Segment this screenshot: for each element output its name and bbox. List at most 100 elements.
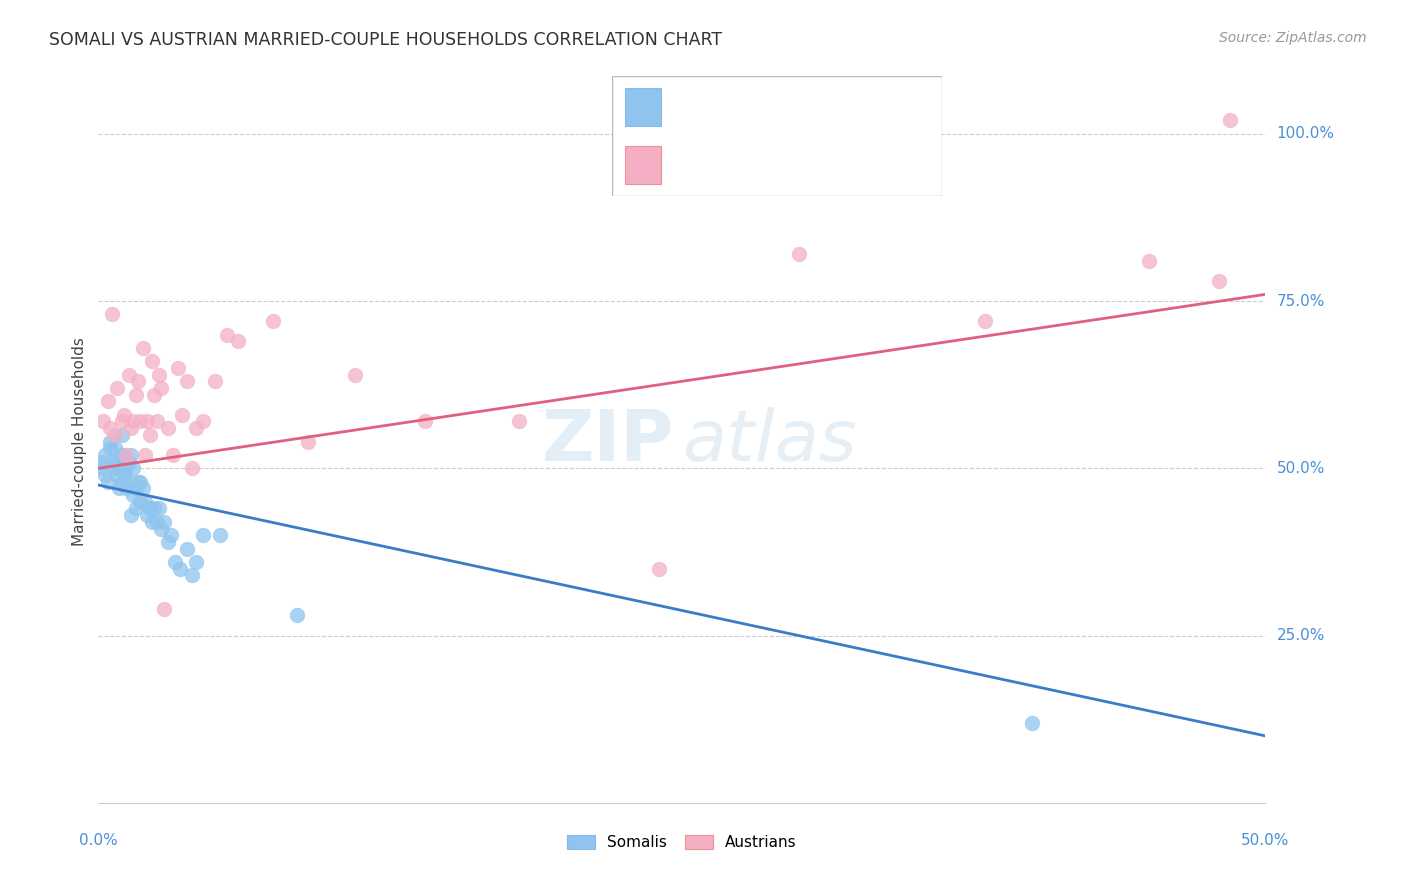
Point: [141, 515, 163, 529]
Point: [148, 368, 170, 382]
Text: 25.0%: 25.0%: [1277, 628, 1324, 643]
Point: [150, 521, 173, 535]
Point: [104, 442, 127, 455]
Point: [169, 562, 191, 576]
Point: [172, 408, 194, 422]
Point: [152, 602, 174, 616]
Point: [180, 568, 202, 582]
Text: N =: N =: [823, 100, 859, 115]
Point: [1208, 274, 1230, 288]
Text: atlas: atlas: [682, 407, 856, 476]
Point: [122, 461, 145, 475]
Point: [97, 475, 120, 489]
Point: [285, 608, 308, 623]
Point: [108, 482, 131, 496]
Point: [104, 461, 127, 475]
Point: [104, 427, 127, 442]
Legend: Somalis, Austrians: Somalis, Austrians: [561, 830, 803, 856]
Point: [974, 314, 997, 328]
Point: [132, 482, 155, 496]
Point: [120, 421, 142, 435]
Point: [122, 414, 145, 428]
Point: [132, 341, 155, 355]
Point: [176, 541, 198, 556]
Point: [98, 421, 121, 435]
Point: [101, 307, 124, 322]
Text: 75.0%: 75.0%: [1277, 293, 1324, 309]
Point: [647, 562, 669, 576]
Point: [228, 334, 250, 349]
Point: [146, 515, 169, 529]
Point: [159, 528, 181, 542]
Point: [166, 361, 188, 376]
Bar: [624, 145, 661, 185]
Point: [112, 467, 135, 482]
Point: [262, 314, 284, 328]
Point: [127, 375, 149, 389]
Point: [157, 421, 180, 435]
Point: [139, 501, 162, 516]
Point: [115, 461, 138, 475]
Point: [143, 501, 166, 516]
Text: ZIP: ZIP: [541, 407, 673, 476]
Point: [146, 414, 169, 428]
Point: [120, 448, 142, 462]
Text: SOMALI VS AUSTRIAN MARRIED-COUPLE HOUSEHOLDS CORRELATION CHART: SOMALI VS AUSTRIAN MARRIED-COUPLE HOUSEH…: [49, 31, 723, 49]
Point: [208, 528, 231, 542]
Point: [136, 508, 159, 523]
Text: 53: 53: [869, 100, 891, 115]
Text: R =: R =: [675, 157, 714, 172]
Point: [215, 327, 238, 342]
FancyBboxPatch shape: [612, 76, 942, 196]
Point: [134, 448, 156, 462]
Point: [162, 448, 184, 462]
Text: -0.585: -0.585: [714, 100, 772, 115]
Point: [90, 455, 112, 469]
Point: [297, 434, 319, 449]
Point: [150, 381, 173, 395]
Point: [111, 448, 134, 462]
Point: [118, 368, 141, 382]
Text: 50.0%: 50.0%: [1241, 833, 1289, 848]
Point: [105, 381, 128, 395]
Point: [413, 414, 436, 428]
Point: [204, 375, 226, 389]
Point: [508, 414, 530, 428]
Point: [91, 461, 114, 475]
Point: [105, 467, 128, 482]
Point: [91, 414, 114, 428]
Point: [136, 414, 159, 428]
Point: [98, 434, 121, 449]
Text: 0.323: 0.323: [714, 157, 765, 172]
Point: [180, 461, 202, 475]
Point: [176, 375, 198, 389]
Point: [111, 475, 134, 489]
Point: [118, 455, 141, 469]
Point: [129, 494, 152, 508]
Point: [105, 455, 128, 469]
Bar: [624, 87, 661, 127]
Text: 50.0%: 50.0%: [1277, 461, 1324, 475]
Point: [101, 455, 124, 469]
Point: [125, 387, 148, 401]
Point: [152, 515, 174, 529]
Point: [134, 494, 156, 508]
Point: [108, 461, 131, 475]
Point: [94, 467, 117, 482]
Point: [165, 555, 187, 569]
Text: N =: N =: [823, 157, 859, 172]
Point: [141, 354, 163, 368]
Point: [344, 368, 367, 382]
Point: [157, 534, 180, 549]
Point: [111, 414, 134, 428]
Point: [120, 508, 142, 523]
Point: [1137, 254, 1160, 268]
Point: [97, 394, 120, 409]
Y-axis label: Married-couple Households: Married-couple Households: [72, 337, 87, 546]
Point: [122, 488, 145, 502]
Point: [193, 528, 215, 542]
Point: [112, 448, 135, 462]
Point: [148, 501, 170, 516]
Point: [115, 482, 138, 496]
Point: [1021, 715, 1043, 730]
